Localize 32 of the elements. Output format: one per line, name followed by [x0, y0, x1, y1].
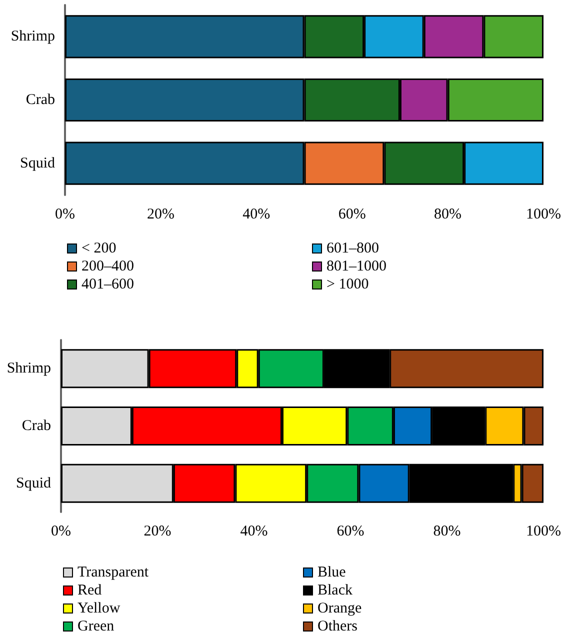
legend-label: Red — [78, 582, 102, 598]
x-tick-label: 20% — [144, 524, 172, 540]
legend-label: > 1000 — [326, 276, 369, 292]
y-tick-label: Squid — [20, 155, 56, 172]
legend-label: Orange — [318, 600, 362, 616]
legend-label: 401–600 — [82, 276, 134, 292]
x-tick-label: 60% — [338, 206, 366, 222]
legend-label: 601–800 — [326, 240, 379, 256]
legend-label: Transparent — [78, 564, 150, 580]
legend-label: 801–1000 — [326, 258, 386, 274]
legend-label: Black — [318, 582, 353, 598]
y-tick-label: Crab — [26, 92, 55, 108]
legend-label: Yellow — [78, 600, 120, 616]
x-tick-label: 60% — [336, 524, 364, 540]
x-tick-label: 40% — [242, 206, 270, 222]
x-tick-label: 100% — [526, 206, 561, 222]
x-tick-label: 40% — [240, 524, 268, 540]
legend-label: < 200 — [82, 240, 116, 256]
x-tick-label: 100% — [526, 524, 561, 540]
x-tick-label: 0% — [51, 524, 71, 540]
y-tick-label: Crab — [22, 418, 51, 434]
legend-label: Green — [78, 618, 115, 634]
legend-label: 200–400 — [82, 258, 134, 274]
x-tick-label: 80% — [433, 524, 461, 540]
y-tick-label: Shrimp — [10, 28, 55, 45]
y-tick-label: Squid — [16, 475, 52, 492]
y-tick-label: Shrimp — [6, 360, 51, 377]
legend-label: Blue — [318, 564, 346, 580]
x-tick-label: 80% — [434, 206, 462, 222]
legend-label: Others — [318, 618, 358, 634]
x-tick-label: 0% — [55, 206, 75, 222]
x-tick-label: 20% — [146, 206, 174, 222]
